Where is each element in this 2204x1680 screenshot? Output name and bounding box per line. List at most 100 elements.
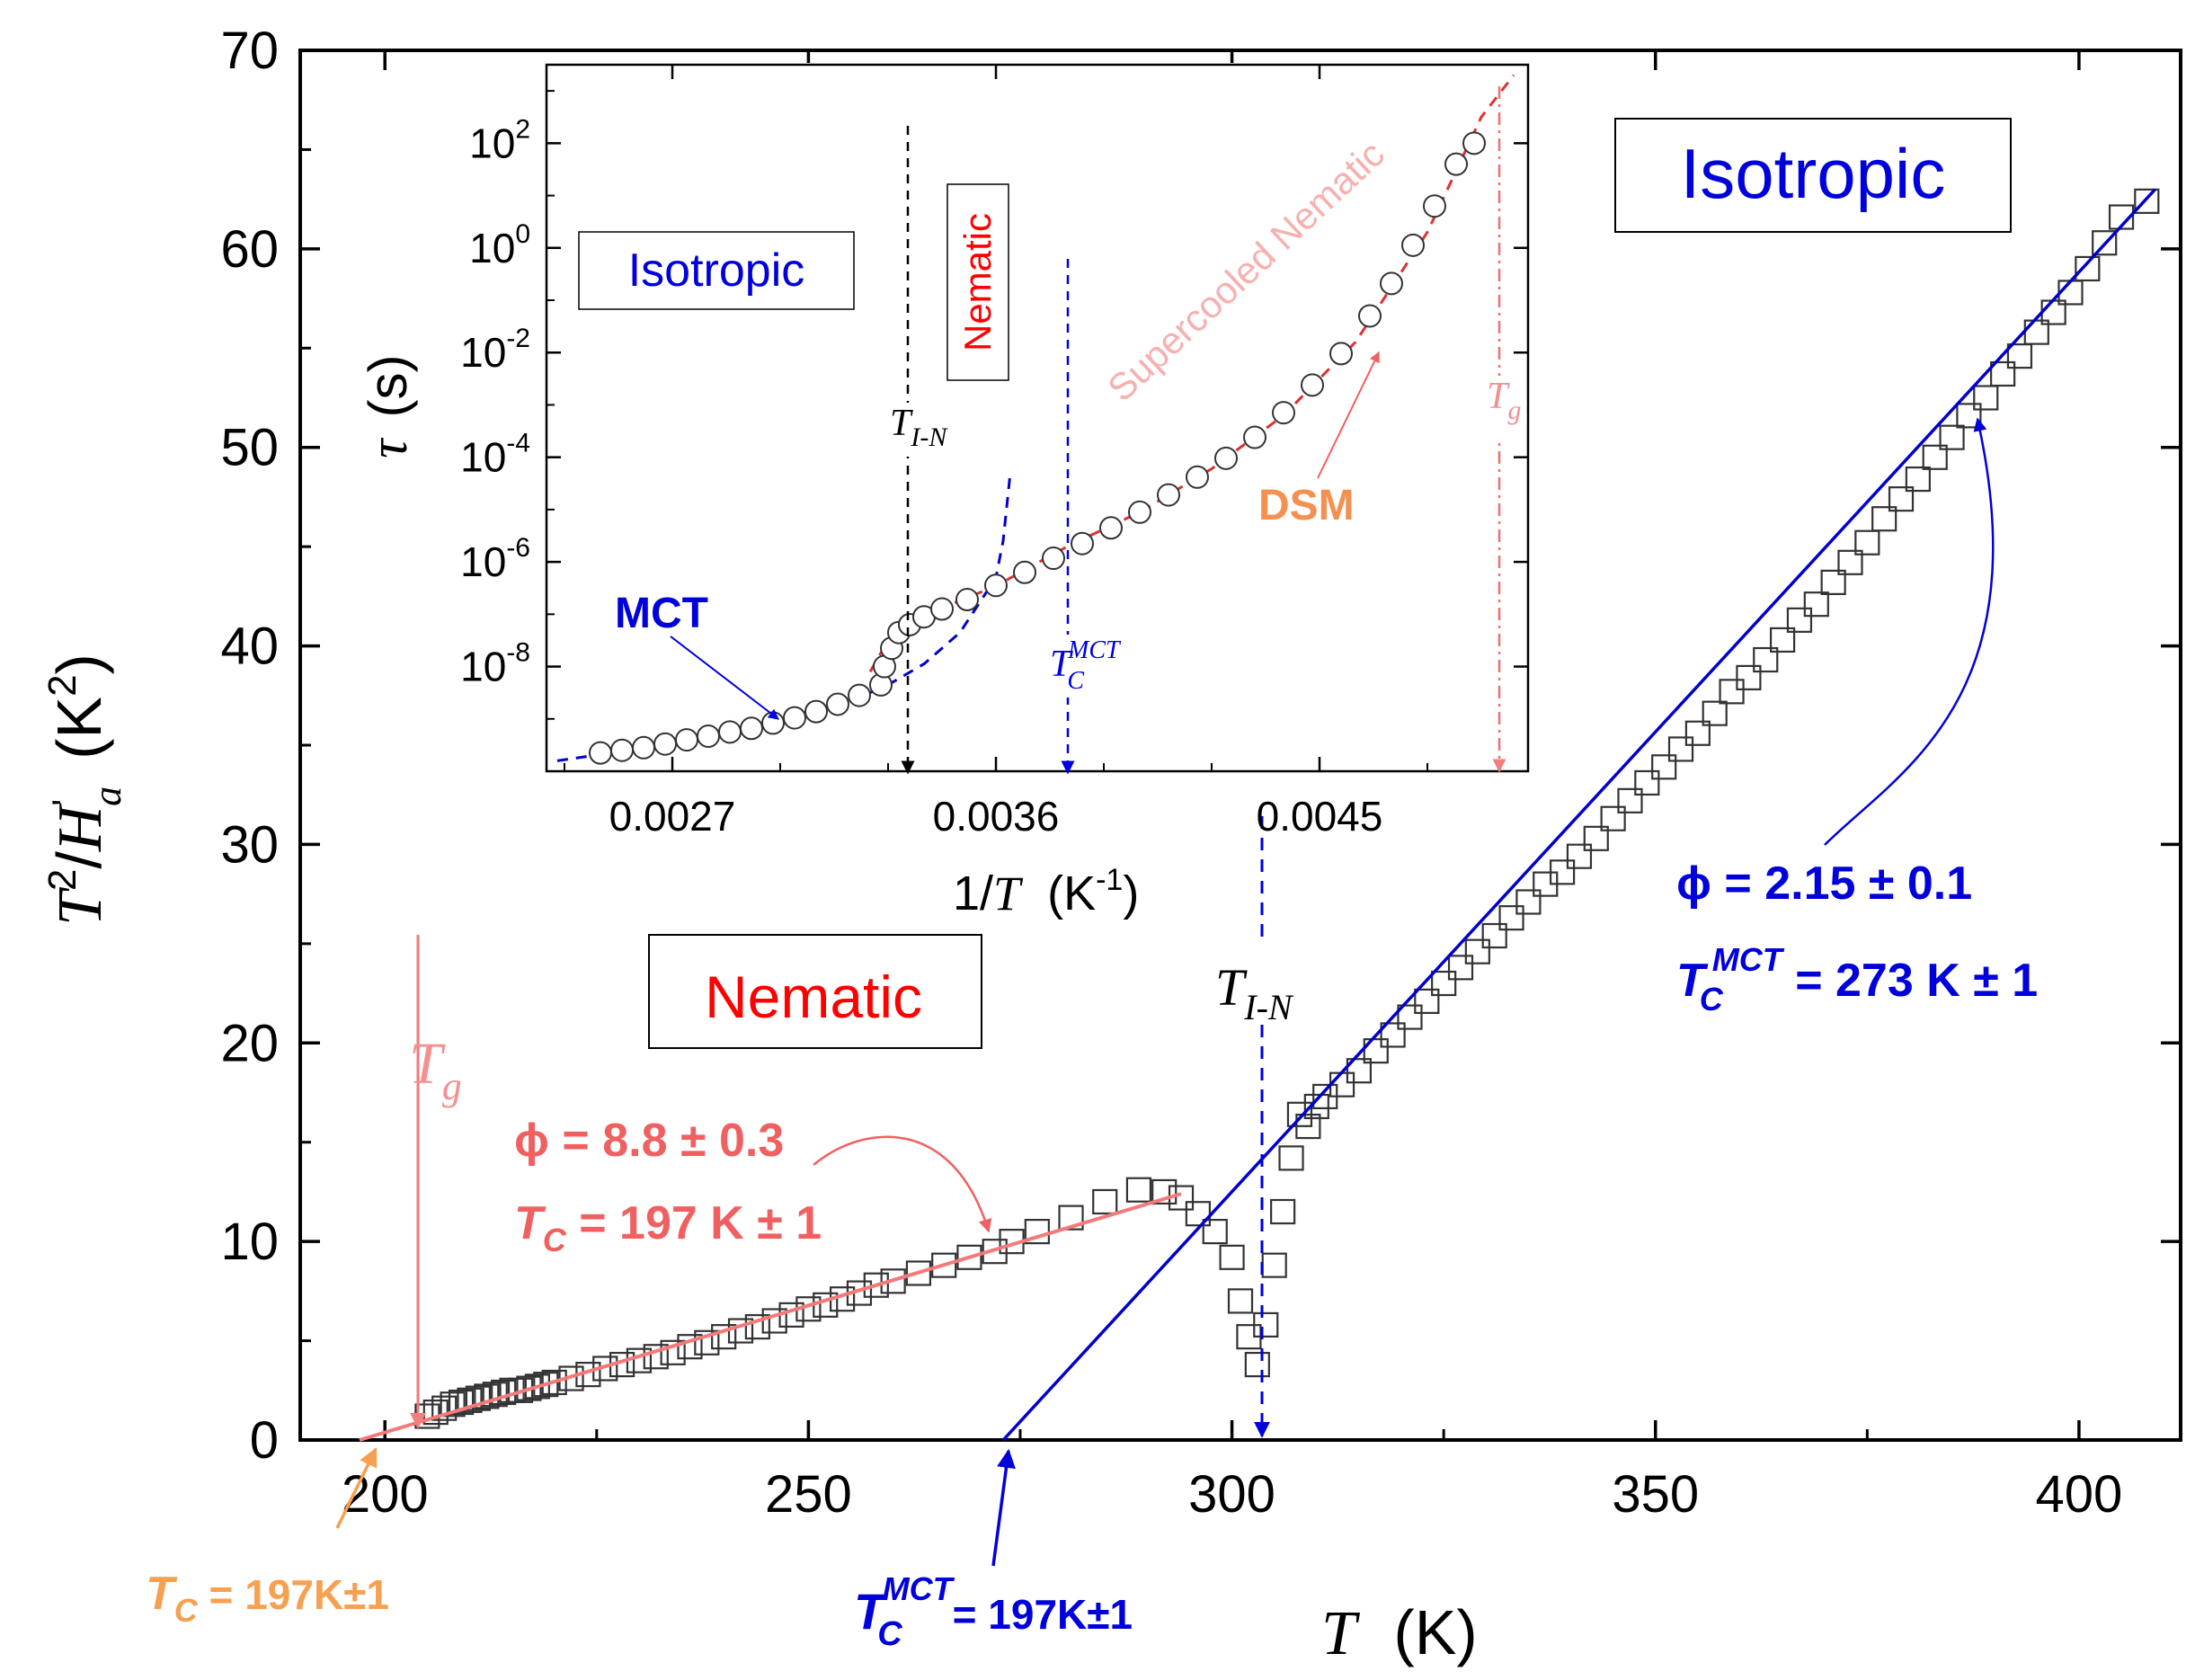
inset-data-point bbox=[1329, 342, 1353, 366]
main-y-tick-label: 10 bbox=[220, 1213, 279, 1271]
main-x-axis-unit: (K) bbox=[1393, 1597, 1477, 1667]
nematic-box bbox=[648, 934, 982, 1049]
tin-marker-label: TI-N bbox=[1215, 958, 1294, 1027]
main-data-point bbox=[1939, 424, 1965, 450]
inset-data-point bbox=[984, 573, 1008, 598]
main-data-point bbox=[1736, 664, 1762, 691]
inset-data-point bbox=[1380, 271, 1403, 296]
main-data-point bbox=[1431, 970, 1457, 997]
main-data-point bbox=[507, 1377, 534, 1403]
main-data-point bbox=[1871, 506, 1897, 532]
main-data-point bbox=[677, 1334, 703, 1360]
inset-tg-label-bg bbox=[1483, 376, 1524, 439]
main-data-point bbox=[1464, 938, 1490, 964]
inset-y-tick-label: 10-6 bbox=[460, 533, 530, 585]
nematic-fit-arrow bbox=[813, 1135, 992, 1233]
inset-tin-label-bg bbox=[884, 403, 956, 457]
main-data-point bbox=[1303, 1093, 1329, 1120]
inset-data-point bbox=[826, 692, 849, 716]
main-y-tick-label: 0 bbox=[250, 1411, 279, 1470]
inset-data-point bbox=[804, 699, 828, 724]
main-data-point bbox=[1024, 1218, 1050, 1245]
main-y-axis-unit-sup: 2 bbox=[40, 674, 84, 696]
main-data-point bbox=[1092, 1188, 1118, 1215]
isotropic-fit-phi: ϕ = 2.15 ± 0.1 bbox=[1676, 858, 1972, 910]
inset-data-point bbox=[1042, 547, 1065, 571]
main-x-axis-var: T bbox=[1321, 1599, 1361, 1668]
inset-isotropic-box bbox=[578, 231, 855, 310]
inset-background bbox=[545, 63, 1530, 775]
main-data-point bbox=[1515, 889, 1542, 915]
main-data-point bbox=[1651, 754, 1677, 780]
main-data-point bbox=[448, 1389, 475, 1416]
main-y-tick-label: 40 bbox=[220, 618, 279, 676]
main-data-point bbox=[2092, 230, 2118, 256]
main-x-tick-label: 250 bbox=[765, 1465, 852, 1524]
main-data-point bbox=[1202, 1218, 1228, 1245]
main-x-tick-label: 350 bbox=[1612, 1465, 1699, 1524]
inset-data-point bbox=[1128, 500, 1151, 524]
inset-data-point bbox=[1423, 194, 1446, 218]
main-data-point bbox=[1803, 591, 1829, 618]
inset-data-point bbox=[1013, 560, 1036, 584]
main-data-point bbox=[1990, 360, 2016, 387]
main-data-point bbox=[1380, 1022, 1406, 1048]
isotropic-box bbox=[1614, 118, 2012, 233]
main-data-point bbox=[1634, 769, 1660, 796]
inset-data-point bbox=[1401, 233, 1425, 257]
main-data-point bbox=[1151, 1178, 1178, 1205]
main-data-point bbox=[1498, 905, 1524, 931]
main-data-point bbox=[440, 1391, 466, 1418]
main-data-point bbox=[1253, 1311, 1279, 1338]
inset-isotropic-label: Isotropic bbox=[628, 244, 805, 297]
main-data-point bbox=[1719, 679, 1745, 705]
main-data-point bbox=[863, 1272, 889, 1298]
inset-data-point bbox=[1157, 483, 1180, 507]
main-data-point bbox=[1854, 529, 1880, 556]
main-data-point bbox=[431, 1395, 458, 1421]
main-data-point bbox=[1219, 1244, 1245, 1270]
main-data-point bbox=[880, 1268, 906, 1294]
main-data-point bbox=[1956, 403, 1982, 429]
inset-data-point bbox=[697, 724, 720, 748]
inset-data-point bbox=[848, 683, 871, 707]
main-data-point bbox=[711, 1324, 737, 1350]
main-plot: 200 250 300 350 400 0 10 20 30 40 50 60 70 bbox=[220, 22, 2182, 1524]
main-x-tick-label: 300 bbox=[1188, 1465, 1275, 1524]
inset-y-tick-label: 10-8 bbox=[460, 638, 530, 690]
main-data-point bbox=[1125, 1177, 1152, 1203]
nematic-label: Nematic bbox=[705, 964, 922, 1030]
main-x-axis-label: T (K) bbox=[1321, 1597, 1478, 1668]
main-data-point bbox=[1346, 1058, 1373, 1084]
main-data-point bbox=[1270, 1198, 1296, 1225]
inset-data-point bbox=[1444, 152, 1468, 176]
inset-data-point bbox=[589, 741, 612, 765]
inset-data-point bbox=[653, 732, 677, 756]
tg-marker-label: Tg bbox=[409, 1031, 462, 1108]
tc-intercept-arrow bbox=[335, 1447, 378, 1529]
inset-tin-label: TI-N bbox=[890, 403, 948, 452]
inset-data-point bbox=[1243, 425, 1266, 449]
inset-data-point bbox=[1358, 304, 1382, 328]
inset-x-axis-label: 1/T (K-1) bbox=[953, 863, 1139, 920]
main-data-point bbox=[1549, 859, 1576, 885]
svg-text:T2/H'a(K2): T2/H'a(K2) bbox=[40, 653, 129, 926]
inset-nematic-label: Nematic bbox=[956, 213, 999, 351]
inset-data-point bbox=[740, 716, 763, 741]
main-data-point bbox=[1414, 988, 1440, 1015]
main-data-point bbox=[1058, 1204, 1084, 1231]
main-data-point bbox=[694, 1329, 720, 1356]
main-data-point bbox=[1922, 444, 1948, 470]
main-data-point bbox=[2006, 343, 2033, 369]
main-data-point bbox=[1278, 1145, 1304, 1171]
nematic-fit-tc: TC = 197 K ± 1 bbox=[514, 1197, 822, 1258]
inset-tg-label: Tg bbox=[1487, 376, 1521, 425]
main-data-point bbox=[1244, 1351, 1270, 1378]
main-data-point bbox=[1600, 805, 1626, 831]
inset-data-point bbox=[675, 728, 698, 752]
svg-text:τ(s): τ(s) bbox=[358, 355, 418, 458]
inset-data-point bbox=[1301, 373, 1324, 397]
main-data-point bbox=[457, 1387, 483, 1413]
main-y-tick-label: 30 bbox=[220, 815, 279, 874]
main-data-point bbox=[1295, 1113, 1321, 1140]
